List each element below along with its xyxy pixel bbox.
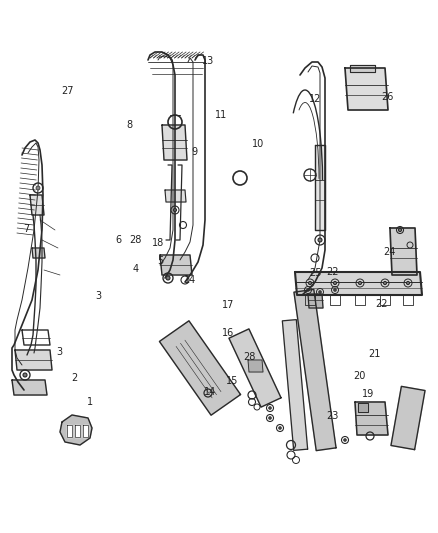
Text: 6: 6 bbox=[115, 235, 121, 245]
Circle shape bbox=[173, 208, 177, 212]
Polygon shape bbox=[162, 125, 187, 160]
Circle shape bbox=[308, 281, 311, 285]
Circle shape bbox=[318, 238, 322, 242]
Polygon shape bbox=[358, 403, 368, 412]
Text: 4: 4 bbox=[133, 264, 139, 274]
Text: 16: 16 bbox=[222, 328, 234, 338]
Polygon shape bbox=[345, 68, 388, 110]
Text: 7: 7 bbox=[23, 224, 29, 234]
Text: 22: 22 bbox=[327, 267, 339, 277]
Text: 10: 10 bbox=[252, 139, 265, 149]
Polygon shape bbox=[83, 425, 88, 437]
Text: 23: 23 bbox=[327, 411, 339, 421]
Circle shape bbox=[23, 373, 27, 377]
Polygon shape bbox=[283, 320, 307, 450]
Circle shape bbox=[333, 281, 336, 285]
Text: 15: 15 bbox=[226, 376, 238, 386]
Polygon shape bbox=[391, 386, 425, 450]
Polygon shape bbox=[67, 425, 72, 437]
Circle shape bbox=[36, 186, 40, 190]
Circle shape bbox=[319, 291, 321, 293]
Polygon shape bbox=[294, 289, 336, 450]
Circle shape bbox=[344, 439, 346, 441]
Text: 3: 3 bbox=[56, 347, 62, 357]
Text: 21: 21 bbox=[368, 350, 381, 359]
Text: 1: 1 bbox=[87, 398, 93, 407]
Text: 25: 25 bbox=[309, 268, 321, 278]
Text: 28: 28 bbox=[130, 235, 142, 245]
Text: 12: 12 bbox=[309, 94, 321, 103]
Polygon shape bbox=[159, 321, 240, 415]
Text: 2: 2 bbox=[71, 374, 78, 383]
Polygon shape bbox=[160, 255, 192, 275]
Polygon shape bbox=[165, 190, 186, 202]
Text: 28: 28 bbox=[244, 352, 256, 362]
Polygon shape bbox=[355, 402, 388, 435]
Polygon shape bbox=[15, 350, 52, 370]
Polygon shape bbox=[229, 329, 281, 407]
Polygon shape bbox=[32, 248, 45, 258]
Polygon shape bbox=[390, 228, 417, 275]
Text: 14: 14 bbox=[204, 387, 216, 397]
Circle shape bbox=[269, 407, 271, 409]
Text: 8: 8 bbox=[126, 120, 132, 130]
Circle shape bbox=[406, 281, 410, 285]
Circle shape bbox=[358, 281, 361, 285]
Circle shape bbox=[279, 427, 281, 429]
Text: 20: 20 bbox=[353, 371, 365, 381]
Text: 18: 18 bbox=[152, 238, 164, 248]
Circle shape bbox=[334, 289, 336, 291]
Text: 9: 9 bbox=[192, 147, 198, 157]
Circle shape bbox=[166, 276, 170, 280]
Circle shape bbox=[399, 229, 402, 231]
Polygon shape bbox=[248, 360, 263, 372]
Polygon shape bbox=[295, 272, 422, 295]
Text: 17: 17 bbox=[222, 300, 234, 310]
Text: 11: 11 bbox=[215, 110, 227, 119]
Polygon shape bbox=[30, 195, 44, 215]
Text: 14: 14 bbox=[184, 275, 197, 285]
Text: 5: 5 bbox=[157, 256, 163, 266]
Text: 13: 13 bbox=[202, 56, 214, 66]
Circle shape bbox=[307, 289, 309, 291]
Text: 19: 19 bbox=[362, 390, 374, 399]
Text: 26: 26 bbox=[381, 92, 394, 102]
Polygon shape bbox=[75, 425, 80, 437]
Text: 27: 27 bbox=[62, 86, 74, 95]
Circle shape bbox=[384, 281, 386, 285]
Polygon shape bbox=[315, 145, 325, 230]
Circle shape bbox=[269, 417, 271, 419]
Text: 22: 22 bbox=[375, 299, 387, 309]
Polygon shape bbox=[12, 380, 47, 395]
Text: 24: 24 bbox=[384, 247, 396, 256]
Polygon shape bbox=[308, 294, 323, 308]
Polygon shape bbox=[350, 65, 375, 72]
Text: 3: 3 bbox=[95, 291, 102, 301]
Polygon shape bbox=[60, 415, 92, 445]
